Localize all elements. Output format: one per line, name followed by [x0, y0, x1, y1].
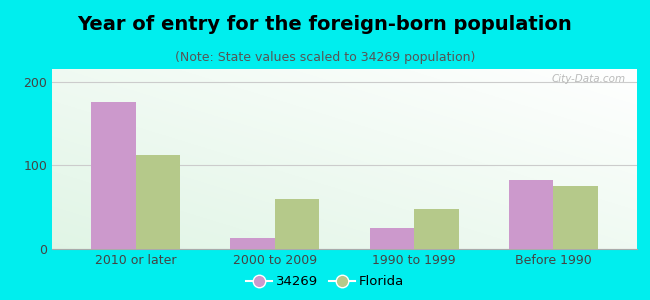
Bar: [275, 199, 319, 249]
Bar: [136, 155, 180, 249]
Text: (Note: State values scaled to 34269 population): (Note: State values scaled to 34269 popu…: [175, 51, 475, 64]
Bar: [414, 209, 459, 249]
Bar: [91, 103, 136, 249]
Bar: [509, 180, 553, 249]
Text: City-Data.com: City-Data.com: [551, 74, 625, 84]
Text: Year of entry for the foreign-born population: Year of entry for the foreign-born popul…: [77, 15, 573, 34]
Legend: 34269, Florida: 34269, Florida: [240, 270, 410, 293]
Bar: [553, 186, 598, 249]
Bar: [230, 238, 275, 249]
Bar: [370, 228, 414, 249]
